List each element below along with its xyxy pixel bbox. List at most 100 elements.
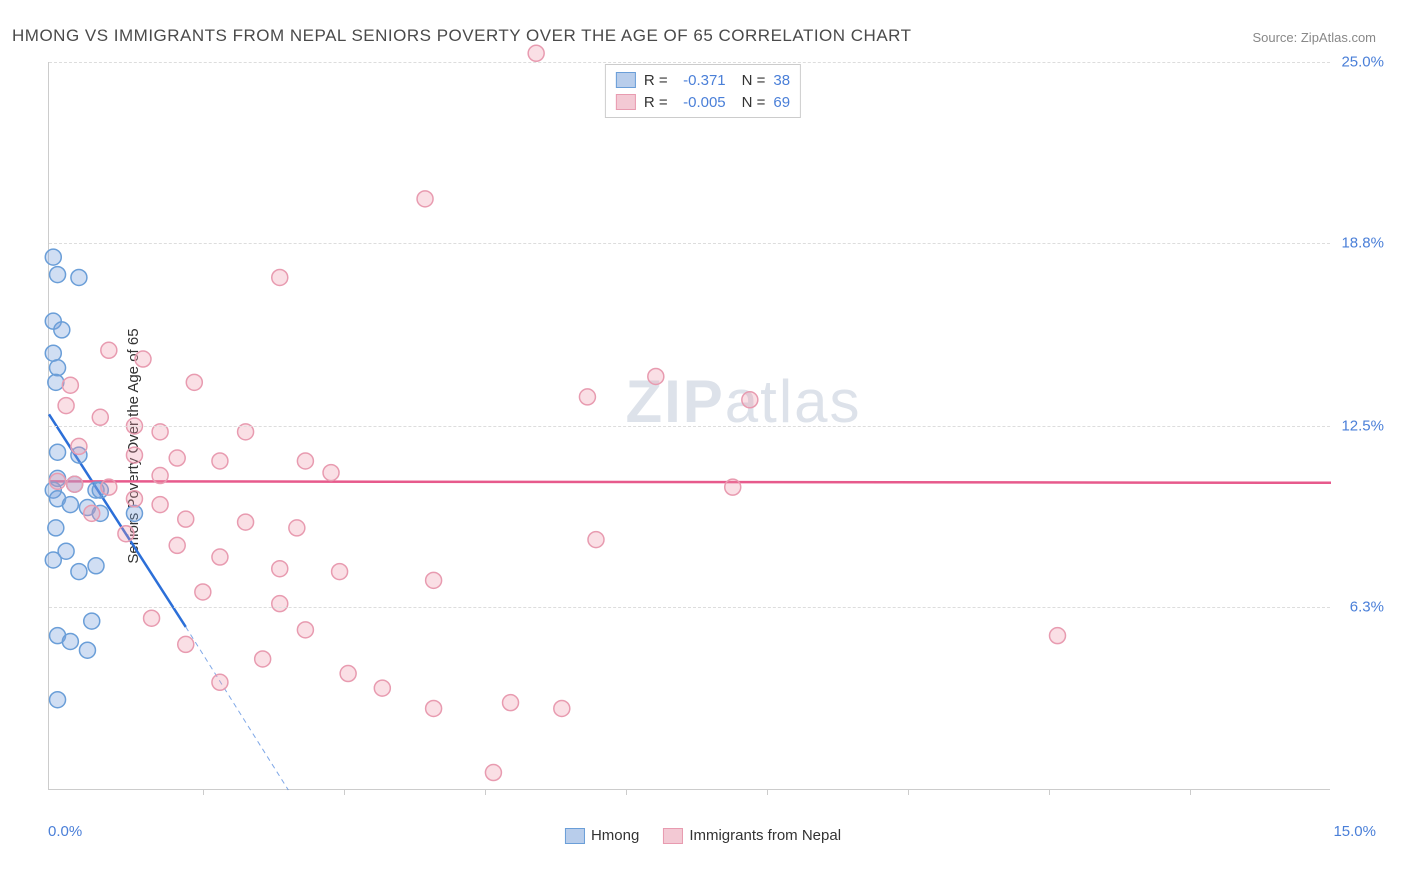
regression-line [49,481,1331,482]
correlation-legend: R = -0.371 N = 38 R = -0.005 N = 69 [605,64,801,118]
scatter-point [71,438,87,454]
r-label: R = [644,94,668,111]
scatter-point [135,351,151,367]
scatter-point [186,374,202,390]
scatter-point [212,549,228,565]
legend-label: Hmong [591,827,639,844]
scatter-point [374,680,390,696]
scatter-point [485,765,501,781]
legend-item: Immigrants from Nepal [663,827,841,844]
r-value: -0.005 [676,94,726,111]
scatter-point [88,558,104,574]
scatter-point [195,584,211,600]
scatter-point [54,322,70,338]
n-value: 38 [773,72,790,89]
scatter-point [297,622,313,638]
x-tick [203,789,204,795]
scatter-point [126,505,142,521]
scatter-point [71,564,87,580]
scatter-point [50,267,66,283]
x-tick [485,789,486,795]
scatter-point [238,514,254,530]
scatter-point [79,642,95,658]
scatter-point [272,596,288,612]
scatter-point [144,610,160,626]
x-origin-label: 0.0% [48,823,82,840]
scatter-point [212,674,228,690]
r-value: -0.371 [676,72,726,89]
regression-line-dashed [186,627,289,790]
scatter-point [528,45,544,61]
r-label: R = [644,72,668,89]
scatter-point [178,511,194,527]
scatter-point [725,479,741,495]
y-tick-label: 25.0% [1341,54,1384,71]
scatter-point [45,552,61,568]
legend-swatch [565,828,585,844]
legend-item: Hmong [565,827,639,844]
scatter-point [71,269,87,285]
plot-area: ZIPatlas [48,62,1330,790]
series-legend: Hmong Immigrants from Nepal [565,827,841,844]
scatter-point [323,465,339,481]
scatter-point [579,389,595,405]
gridline [49,426,1330,427]
scatter-point [45,345,61,361]
y-tick-label: 18.8% [1341,234,1384,251]
scatter-point [426,572,442,588]
scatter-point [126,447,142,463]
scatter-point [272,561,288,577]
legend-swatch [616,72,636,88]
gridline [49,607,1330,608]
scatter-point [152,468,168,484]
scatter-point [212,453,228,469]
scatter-point [272,269,288,285]
scatter-point [50,444,66,460]
scatter-point [101,342,117,358]
n-label: N = [742,72,766,89]
x-tick [626,789,627,795]
scatter-point [50,360,66,376]
n-label: N = [742,94,766,111]
chart-title: HMONG VS IMMIGRANTS FROM NEPAL SENIORS P… [12,26,912,46]
scatter-point [62,497,78,513]
gridline [49,243,1330,244]
regression-line [49,414,186,627]
scatter-point [62,633,78,649]
scatter-point [50,473,66,489]
scatter-point [169,537,185,553]
scatter-point [169,450,185,466]
scatter-point [178,636,194,652]
legend-label: Immigrants from Nepal [689,827,841,844]
scatter-point [332,564,348,580]
x-tick [344,789,345,795]
y-tick-label: 12.5% [1341,418,1384,435]
scatter-point [503,695,519,711]
scatter-point [84,505,100,521]
scatter-point [297,453,313,469]
scatter-point [62,377,78,393]
scatter-point [1050,628,1066,644]
scatter-point [152,497,168,513]
scatter-point [417,191,433,207]
scatter-point [48,374,64,390]
x-tick [1049,789,1050,795]
scatter-point [58,398,74,414]
x-tick [1190,789,1191,795]
scatter-point [554,700,570,716]
scatter-point [48,520,64,536]
y-tick-label: 6.3% [1350,598,1384,615]
scatter-point [92,409,108,425]
scatter-point [255,651,271,667]
source-label: Source: ZipAtlas.com [1252,30,1376,45]
n-value: 69 [773,94,790,111]
scatter-point [126,491,142,507]
scatter-point [67,476,83,492]
gridline [49,62,1330,63]
x-tick [767,789,768,795]
scatter-point [742,392,758,408]
scatter-point [588,532,604,548]
scatter-point [648,368,664,384]
scatter-point [101,479,117,495]
legend-row: R = -0.371 N = 38 [616,69,790,91]
